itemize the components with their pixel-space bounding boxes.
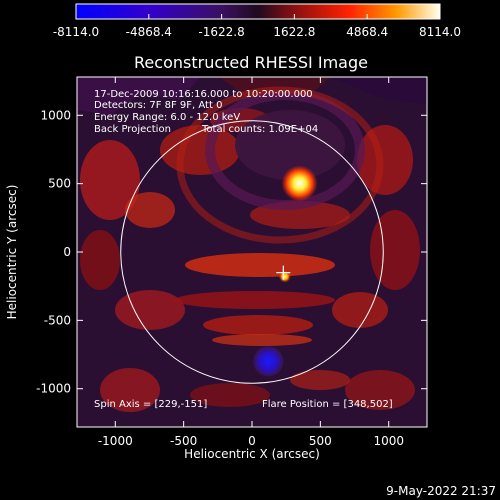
colorbar-tick-label: 1622.8 <box>273 25 315 39</box>
spin-axis-text: Spin Axis = [229,-151] <box>94 399 207 410</box>
colorbar-tick-label: -4868.4 <box>126 25 172 39</box>
info-energy-range: Energy Range: 6.0 - 12.0 keV <box>94 112 240 123</box>
x-tick-label: -500 <box>170 434 197 448</box>
info-time-range: 17-Dec-2009 10:16:16.000 to 10:20:00.000 <box>94 89 313 100</box>
info-detectors: Detectors: 7F 8F 9F, Att 0 <box>94 100 222 111</box>
colorbar-ticks: -8114.0 -4868.4 -1622.8 1622.8 4868.4 8114.0 <box>53 14 461 39</box>
source-positive-peak <box>281 165 318 202</box>
source-minor-positive <box>278 270 291 283</box>
y-tick-label: 500 <box>48 177 71 191</box>
source-negative-peak <box>253 346 284 377</box>
spin-axis-marker <box>276 265 291 280</box>
x-tick-label: 1000 <box>373 434 404 448</box>
timestamp: 9-May-2022 21:37 <box>386 484 496 498</box>
x-axis-label: Heliocentric X (arcsec) <box>184 447 320 461</box>
colorbar-tick-label: -8114.0 <box>53 25 99 39</box>
flare-position-text: Flare Position = [348,502] <box>262 399 393 410</box>
y-tick-label: -500 <box>44 313 71 327</box>
info-method: Back Projection <box>94 124 171 135</box>
x-tick-label: -1000 <box>98 434 133 448</box>
axis-ticks: -1000 -500 0 500 1000 -1000 -500 0 500 1000 <box>36 77 427 448</box>
colorbar <box>75 3 441 20</box>
x-tick-label: 0 <box>248 434 256 448</box>
flare-sources <box>253 165 318 377</box>
colorbar-tick-label: 4868.4 <box>346 25 388 39</box>
x-tick-label: 500 <box>309 434 332 448</box>
chart-title: Reconstructed RHESSI Image <box>134 53 368 72</box>
solar-limb-circle <box>120 120 384 384</box>
info-total-counts: Total counts: 1.09E+04 <box>201 124 318 135</box>
y-tick-label: -1000 <box>36 382 71 396</box>
y-tick-label: 1000 <box>40 108 71 122</box>
y-tick-label: 0 <box>63 245 71 259</box>
colorbar-tick-label: -1622.8 <box>198 25 244 39</box>
y-axis-label: Heliocentric Y (arcsec) <box>5 185 19 320</box>
colorbar-tick-label: 8114.0 <box>419 25 461 39</box>
background-pattern <box>77 77 427 412</box>
image-plot-area <box>77 77 427 427</box>
